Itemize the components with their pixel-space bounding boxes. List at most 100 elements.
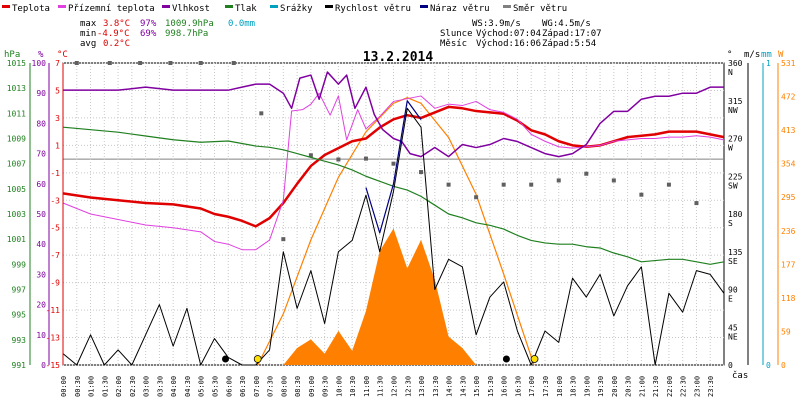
humidity-tick-label: 70: [36, 150, 46, 159]
wind-direction-point: [611, 178, 616, 183]
direction-tick-name: N: [728, 68, 733, 77]
direction-tick-label: 315: [728, 97, 743, 106]
x-tick-label: 14:30: [459, 376, 467, 397]
legend-swatch-precip: [270, 5, 278, 8]
x-tick-label: 05:00: [198, 376, 206, 397]
wind-direction-point: [446, 182, 451, 187]
wind-direction-point: [474, 195, 479, 200]
humidity-tick-label: 10: [36, 331, 46, 340]
unit-ms: m/s: [744, 50, 760, 60]
direction-tick-label: 270: [728, 135, 743, 144]
humidity-tick-label: 90: [36, 89, 46, 98]
unit-mm: mm: [761, 50, 772, 60]
chart-title: 13.2.2014: [363, 50, 434, 65]
temp-tick-label: -11: [46, 306, 61, 315]
x-tick-label: 23:30: [707, 376, 715, 397]
x-tick-label: 22:30: [680, 376, 688, 397]
direction-tick-label: 225: [728, 172, 743, 181]
solar-tick-label: 177: [781, 260, 796, 269]
x-tick-label: 08:00: [280, 376, 288, 397]
sun-set-marker: [530, 355, 539, 363]
wind-direction-point: [363, 156, 368, 161]
pressure-tick-label: 1011: [7, 109, 26, 118]
wind-direction-point: [694, 201, 699, 206]
pressure-tick-label: 1003: [7, 210, 26, 219]
temp-tick-label: 7: [55, 59, 60, 68]
x-tick-label: 21:00: [638, 376, 646, 397]
temp-tick-label: 1: [55, 141, 60, 150]
solar-tick-label: 295: [781, 193, 796, 202]
wind-direction-point: [639, 192, 644, 197]
x-tick-label: 05:30: [211, 376, 219, 397]
pressure-line: [62, 126, 725, 265]
direction-tick-label: 360: [728, 59, 743, 68]
temp-tick-label: -15: [46, 361, 61, 370]
x-tick-label: 10:00: [335, 376, 343, 397]
temp-tick-label: -9: [50, 279, 60, 288]
wind-direction-point: [107, 61, 112, 65]
x-tick-label: 02:00: [115, 376, 123, 397]
legend-label-pressure: Tlak: [235, 4, 257, 14]
direction-tick-name: S: [728, 219, 733, 228]
x-tick-label: 19:30: [597, 376, 605, 397]
wind-direction-point: [259, 111, 264, 116]
x-tick-label: 11:00: [363, 376, 371, 397]
stats-min-label: min: [80, 29, 96, 39]
legend-swatch-gust: [420, 5, 428, 8]
legend-swatch-humidity: [162, 5, 170, 8]
pressure-tick-label: 1007: [7, 160, 26, 169]
axis-units: hPa % °C ° m/s mm W čas: [4, 50, 784, 381]
wind-direction-point: [419, 170, 424, 175]
wind-direction-point: [501, 182, 506, 187]
pressure-tick-label: 991: [12, 361, 27, 370]
unit-dir: °: [727, 50, 732, 60]
x-tick-label: 14:00: [446, 376, 454, 397]
x-tick-label: 10:30: [349, 376, 357, 397]
wind-gust-line: [365, 100, 422, 234]
pressure-tick-label: 1015: [7, 59, 26, 68]
direction-tick-label: 135: [728, 248, 743, 257]
info-block: WS:3.9m/s WG:4.5m/s Slunce Východ:07:04 …: [440, 19, 602, 49]
stats-block: max 3.8°C 97% 1009.9hPa 0.0mm min -4.9°C…: [80, 19, 255, 49]
stats-min-press: 998.7hPa: [165, 29, 208, 39]
pressure-tick-label: 1009: [7, 135, 26, 144]
pressure-tick-label: 1013: [7, 84, 26, 93]
stats-min-hum: 69%: [140, 29, 157, 39]
unit-w: W: [778, 50, 784, 60]
x-tick-label: 18:00: [556, 376, 564, 397]
x-tick-label: 18:30: [570, 376, 578, 397]
humidity-line: [63, 71, 724, 158]
sun-set: Západ:17:07: [542, 29, 602, 39]
solar-tick-label: 413: [781, 126, 796, 135]
x-tick-label: 15:30: [487, 376, 495, 397]
legend-swatch-direction: [503, 5, 511, 8]
wind-direction-point: [281, 237, 286, 242]
wind-direction-point: [308, 153, 313, 158]
temp-tick-label: -3: [50, 196, 60, 205]
stats-max-rain: 0.0mm: [228, 19, 255, 29]
x-tick-label: 19:00: [583, 376, 591, 397]
direction-tick-name: SE: [728, 257, 738, 266]
wind-speed-line: [62, 107, 725, 366]
x-tick-label: 03:00: [143, 376, 151, 397]
legend-swatch-wind: [325, 5, 333, 8]
moon-set-marker: [221, 355, 229, 363]
plot-area: [62, 61, 725, 366]
wind-direction-point: [391, 161, 396, 166]
x-tick-label: 00:30: [74, 376, 82, 397]
humidity-tick-label: 30: [36, 270, 46, 279]
x-tick-label: 07:00: [253, 376, 261, 397]
wind-direction-point: [529, 182, 534, 187]
x-tick-label: 06:30: [239, 376, 247, 397]
moon-label: Měsíc: [440, 39, 467, 49]
unit-time: čas: [732, 370, 748, 381]
legend-label-ground: Přízemní teplota: [68, 4, 155, 14]
unit-hpa: hPa: [4, 50, 20, 60]
x-tick-label: 13:00: [418, 376, 426, 397]
temp-tick-label: -13: [46, 334, 61, 343]
x-tick-label: 06:00: [225, 376, 233, 397]
x-tick-label: 09:30: [322, 376, 330, 397]
sun-rise: Východ:07:04: [476, 29, 541, 39]
wind-direction-point: [584, 171, 589, 176]
solar-tick-label: 531: [781, 59, 796, 68]
